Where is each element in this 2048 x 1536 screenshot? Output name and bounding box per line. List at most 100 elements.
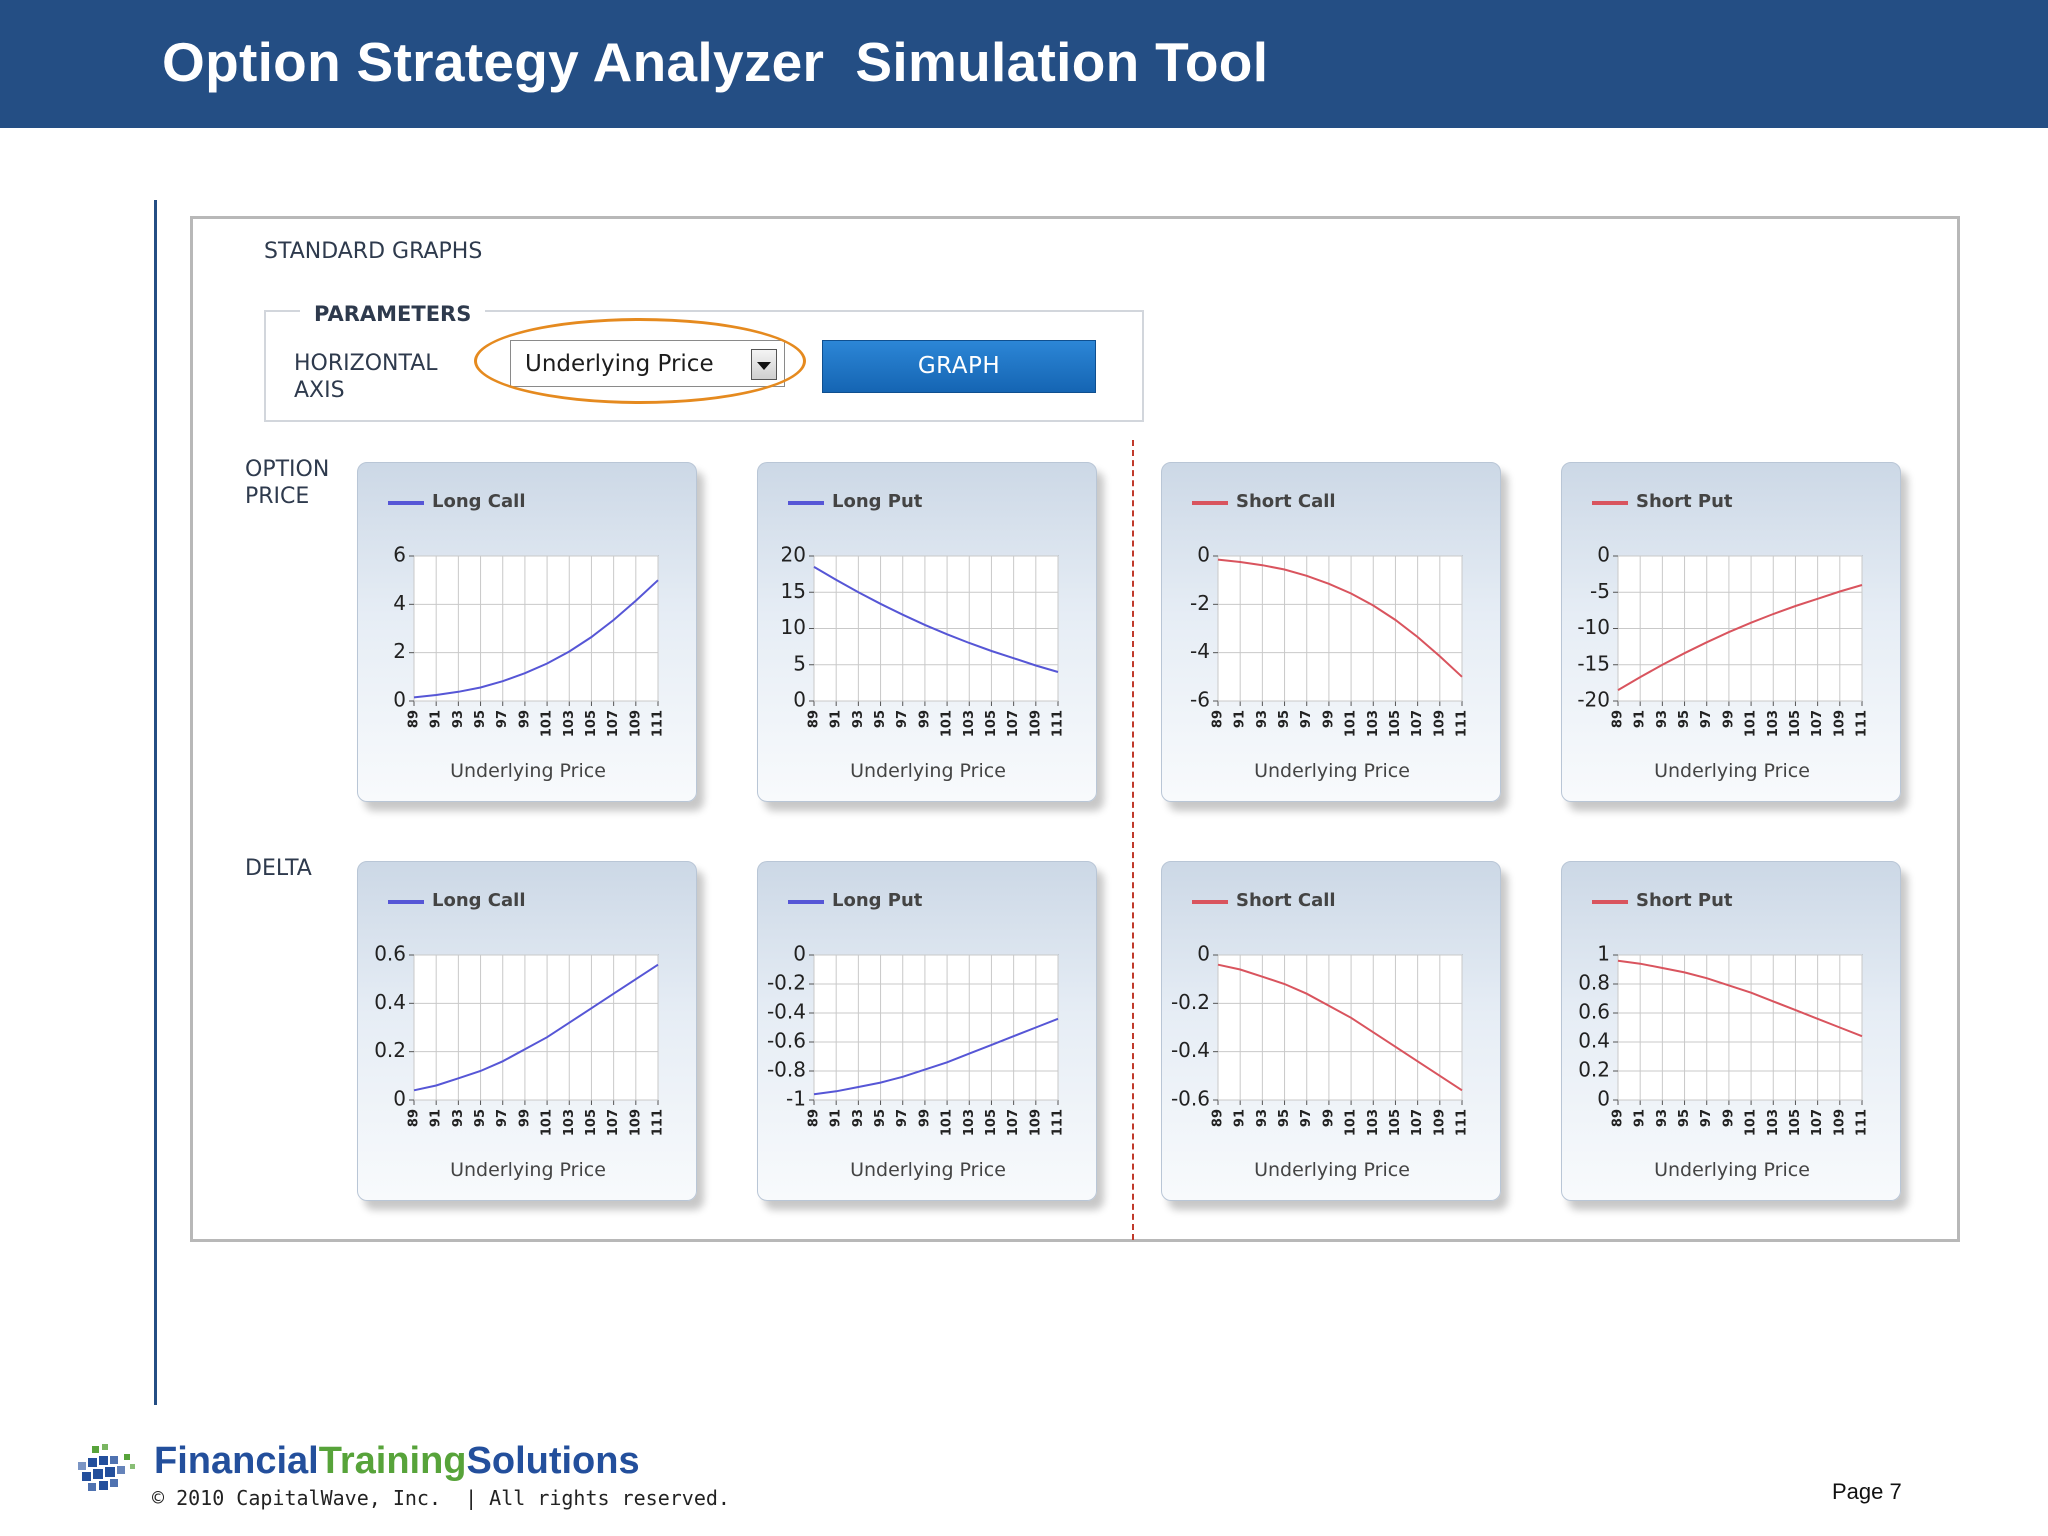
y-tick-label: 0 — [393, 1087, 406, 1111]
x-tick-label: 91 — [1633, 1109, 1648, 1127]
legend-label: Long Put — [832, 491, 923, 512]
x-tick-label: 105 — [984, 1109, 999, 1136]
y-tick-label: -1 — [786, 1087, 806, 1111]
y-tick-label: 0.8 — [1578, 971, 1610, 995]
series-line-long-put — [813, 1017, 1059, 1096]
x-tick-label: 101 — [940, 710, 955, 737]
y-tick-label: 2 — [393, 639, 406, 663]
x-tick-label: 105 — [584, 1109, 599, 1136]
x-tick-label: 89 — [807, 1109, 822, 1127]
x-tick-label: 111 — [651, 1109, 666, 1136]
y-tick-label: 0 — [793, 688, 806, 712]
x-tick-label: 105 — [1388, 1109, 1403, 1136]
x-tick-label: 105 — [584, 710, 599, 737]
legend-label: Short Put — [1636, 491, 1733, 512]
y-tick-label: -5 — [1590, 579, 1610, 603]
x-tick-label: 103 — [1366, 710, 1381, 737]
x-tick-label: 93 — [1655, 710, 1670, 728]
x-tick-label: 103 — [962, 1109, 977, 1136]
x-tick-label: 111 — [1855, 710, 1870, 737]
x-tick-label: 101 — [1744, 1109, 1759, 1136]
plot-area — [813, 954, 1059, 1101]
x-tick-label: 111 — [1455, 1109, 1470, 1136]
y-tick-label: -0.8 — [767, 1058, 806, 1082]
plot-area — [413, 555, 659, 702]
x-tick-label: 101 — [1344, 710, 1359, 737]
graph-button[interactable]: GRAPH — [822, 340, 1096, 393]
x-tick-label: 97 — [895, 710, 910, 728]
x-tick-label: 109 — [1432, 1109, 1447, 1136]
chart-svg: 89 91 93 95 97 99 101 103 105 107 109 111 -0.6 -0.4 -0… — [1171, 942, 1470, 1137]
legend-label: Short Put — [1636, 890, 1733, 911]
y-tick-label: 0 — [793, 942, 806, 966]
x-tick-label: 99 — [517, 1109, 532, 1127]
section-title: STANDARD GRAPHS — [264, 239, 483, 264]
x-axis-label: Underlying Price — [850, 1159, 1006, 1181]
x-tick-label: 107 — [1006, 1109, 1021, 1136]
legend-swatch — [388, 900, 424, 904]
y-tick-label: 0.4 — [374, 990, 406, 1014]
x-tick-label: 89 — [1211, 1109, 1226, 1127]
series-line-long-call — [413, 579, 659, 699]
legend-label: Long Put — [832, 890, 923, 911]
left-vertical-rule — [154, 200, 157, 1405]
x-axis-label: Underlying Price — [850, 760, 1006, 782]
series-line-short-call — [1217, 558, 1463, 678]
y-tick-label: 20 — [781, 543, 806, 567]
legend-swatch — [788, 501, 824, 505]
series-line-long-call — [413, 963, 659, 1092]
y-tick-label: 0 — [1197, 942, 1210, 966]
legend-label: Short Call — [1236, 890, 1336, 911]
x-tick-label: 103 — [562, 1109, 577, 1136]
x-tick-label: 93 — [851, 710, 866, 728]
parameters-fieldset — [264, 310, 1144, 422]
legend-swatch — [1192, 501, 1228, 505]
x-tick-label: 97 — [1699, 1109, 1714, 1127]
y-tick-label: 1 — [1597, 942, 1610, 966]
legend-swatch — [388, 501, 424, 505]
x-tick-label: 97 — [1299, 1109, 1314, 1127]
chart-panel-delta-short-call: Short Call Underlying Price 89 91 93 95 97 99 10… — [1161, 861, 1501, 1201]
x-tick-label: 93 — [1255, 710, 1270, 728]
y-tick-label: -10 — [1577, 615, 1610, 639]
y-tick-label: -0.4 — [767, 1000, 806, 1024]
x-tick-label: 95 — [1277, 710, 1292, 728]
globe-logo-icon — [78, 1444, 135, 1491]
x-tick-label: 93 — [1655, 1109, 1670, 1127]
x-tick-label: 91 — [829, 1109, 844, 1127]
x-tick-label: 101 — [540, 1109, 555, 1136]
y-tick-label: -0.2 — [1171, 990, 1210, 1014]
x-tick-label: 99 — [1721, 1109, 1736, 1127]
x-tick-label: 97 — [895, 1109, 910, 1127]
x-tick-label: 89 — [807, 710, 822, 728]
legend-label: Short Call — [1236, 491, 1336, 512]
y-tick-label: -0.6 — [767, 1029, 806, 1053]
y-tick-label: -0.6 — [1171, 1087, 1210, 1111]
series-line-short-put — [1617, 584, 1863, 691]
x-tick-label: 95 — [1677, 1109, 1692, 1127]
x-axis-label: Underlying Price — [1654, 760, 1810, 782]
highlight-ellipse-annotation — [474, 318, 806, 404]
x-tick-label: 91 — [429, 710, 444, 728]
x-axis-label: Underlying Price — [1254, 760, 1410, 782]
x-tick-label: 89 — [1611, 1109, 1626, 1127]
chart-panel-option-price-long-put: Long Put Underlying Price 89 91 93 95 97 99 101 1… — [757, 462, 1097, 802]
brand-solutions: Solutions — [466, 1440, 640, 1482]
y-tick-label: -4 — [1190, 639, 1210, 663]
chart-svg: 89 91 93 95 97 99 101 103 105 107 109 111 0 5 10 15 20 — [781, 543, 1066, 738]
x-tick-label: 107 — [606, 1109, 621, 1136]
y-tick-label: -20 — [1577, 688, 1610, 712]
x-axis-label: Underlying Price — [1654, 1159, 1810, 1181]
x-tick-label: 99 — [917, 710, 932, 728]
x-tick-label: 107 — [1006, 710, 1021, 737]
plot-area — [413, 954, 659, 1101]
x-axis-label: Underlying Price — [450, 1159, 606, 1181]
x-tick-label: 109 — [628, 710, 643, 737]
y-tick-label: 6 — [393, 543, 406, 567]
x-tick-label: 99 — [1321, 1109, 1336, 1127]
x-axis-label: Underlying Price — [1254, 1159, 1410, 1181]
row-label-delta: DELTA — [245, 856, 312, 881]
chart-panel-option-price-short-put: Short Put Underlying Price 89 91 93 95 97 99 101… — [1561, 462, 1901, 802]
x-tick-label: 111 — [651, 710, 666, 737]
plot-area — [1617, 954, 1863, 1101]
